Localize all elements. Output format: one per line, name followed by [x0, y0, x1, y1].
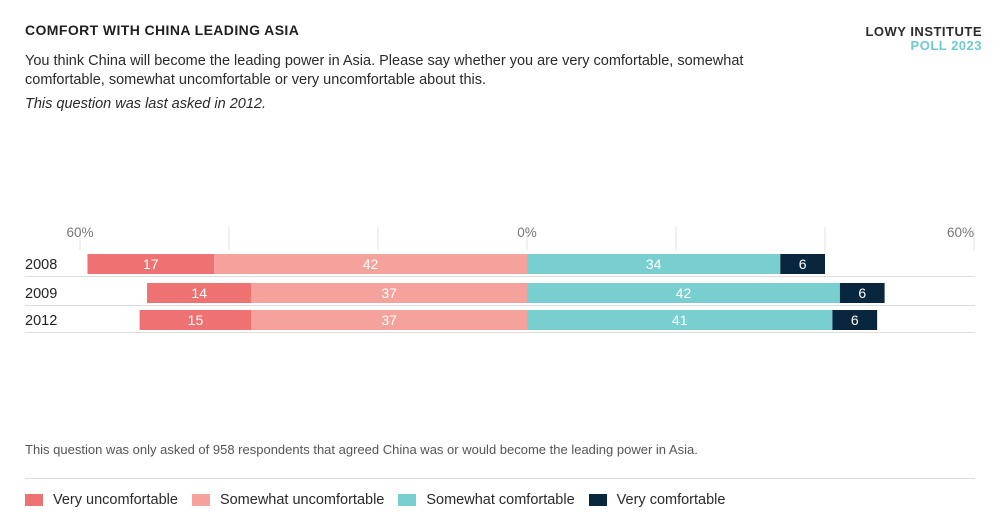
bar-value-label: 6	[851, 312, 859, 328]
bar-segment	[527, 283, 840, 303]
legend-label: Very comfortable	[616, 492, 726, 508]
bar-value-label: 6	[858, 285, 866, 301]
chart-title: COMFORT WITH CHINA LEADING ASIA	[25, 22, 300, 38]
diverging-bar-chart: 60% 0% 60% 2008 42 17 34 6 2009 37 14 42 6 2012 37 15 41…	[25, 225, 975, 333]
bar-value-label: 34	[646, 256, 662, 272]
legend-label: Somewhat uncomfortable	[219, 492, 385, 508]
bar-segment	[87, 254, 215, 274]
bar-segment	[147, 283, 252, 303]
bar-segment	[139, 310, 252, 330]
category-label: 2008	[25, 257, 57, 273]
legend-swatch	[588, 494, 607, 506]
bar-value-label: 37	[381, 312, 397, 328]
bar-segment	[251, 310, 527, 330]
bar-segment	[527, 254, 781, 274]
bar-value-label: 17	[143, 256, 159, 272]
legend-swatch	[191, 494, 210, 506]
legend-swatch	[25, 494, 43, 506]
x-tick-label: 60%	[66, 225, 93, 240]
legend-item: Very uncomfortable	[25, 492, 178, 508]
bar-value-label: 42	[676, 285, 692, 301]
bar-segment	[839, 283, 885, 303]
bar-segment	[251, 283, 527, 303]
survey-question: You think China will become the leading …	[25, 53, 744, 88]
bar-segment	[214, 254, 527, 274]
category-label: 2012	[25, 313, 57, 329]
legend-label: Somewhat comfortable	[426, 492, 575, 508]
bar-value-label: 41	[672, 312, 688, 328]
brand-line1: LOWY INSTITUTE	[865, 24, 982, 39]
bar-value-label: 6	[799, 256, 807, 272]
legend-item: Somewhat comfortable	[398, 492, 575, 508]
bar-segment	[832, 310, 878, 330]
bar-segment	[527, 310, 833, 330]
legend-label: Very uncomfortable	[53, 492, 178, 508]
legend-swatch	[398, 494, 417, 506]
bar-segment	[780, 254, 825, 274]
legend-item: Somewhat uncomfortable	[191, 492, 385, 508]
survey-subnote: This question was last asked in 2012.	[25, 96, 266, 112]
brand-logo: LOWY INSTITUTE POLL 2023	[865, 25, 982, 53]
bar-value-label: 14	[191, 285, 207, 301]
bar-value-label: 42	[363, 256, 379, 272]
brand-line2: POLL 2023	[910, 38, 982, 53]
category-label: 2009	[25, 286, 57, 302]
legend-divider	[25, 478, 975, 479]
x-tick-label: 60%	[947, 225, 974, 240]
bar-value-label: 37	[381, 285, 397, 301]
chart-legend: Very uncomfortable Somewhat uncomfortable…	[25, 492, 739, 508]
bar-value-label: 15	[188, 312, 204, 328]
footnote: This question was only asked of 958 resp…	[25, 442, 698, 457]
legend-item: Very comfortable	[588, 492, 726, 508]
x-tick-label: 0%	[517, 225, 537, 240]
